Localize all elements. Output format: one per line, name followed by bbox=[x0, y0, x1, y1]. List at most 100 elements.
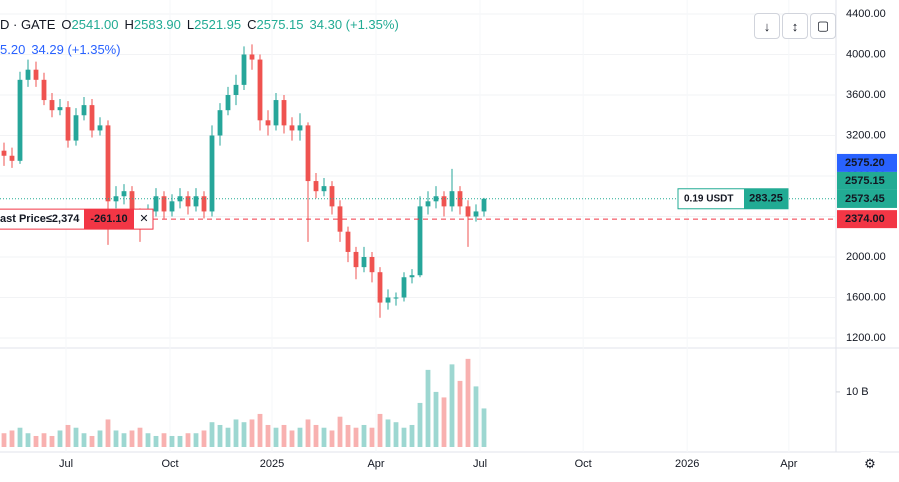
ohlc-label: L bbox=[186, 17, 195, 32]
volume-bar bbox=[105, 419, 111, 447]
candle-body bbox=[409, 275, 415, 278]
candle-body bbox=[273, 100, 279, 126]
price-tag bbox=[837, 171, 897, 190]
candle-body bbox=[345, 231, 351, 252]
x-tick-label: Apr bbox=[780, 458, 797, 470]
volume-bar bbox=[193, 433, 199, 447]
ohlc-label: O bbox=[61, 17, 72, 32]
volume-bar bbox=[113, 430, 119, 447]
volume-bar bbox=[153, 435, 159, 447]
y-tick-label: 2000.00 bbox=[846, 251, 886, 263]
candle-body bbox=[17, 79, 23, 161]
volume-bar bbox=[9, 430, 15, 447]
button[interactable]: ↕ bbox=[782, 13, 808, 39]
candle-body bbox=[81, 105, 87, 116]
alert-label: ast Price≤2,374 bbox=[0, 213, 80, 225]
ohlc-item: L2521.95 bbox=[187, 17, 241, 32]
candle-body bbox=[121, 191, 127, 197]
ohlc-label: H bbox=[124, 17, 134, 32]
x-tick-label: Jul bbox=[473, 458, 487, 470]
candle-body bbox=[305, 125, 311, 182]
candle-body bbox=[209, 135, 215, 212]
settings-button[interactable]: ⚙ bbox=[858, 452, 882, 476]
x-tick-label: Oct bbox=[575, 458, 592, 470]
candle-body bbox=[401, 277, 407, 298]
price-tag bbox=[837, 189, 897, 208]
volume-bar bbox=[433, 391, 439, 447]
volume-bar bbox=[473, 386, 479, 447]
candle-body bbox=[361, 257, 367, 268]
volume-bar bbox=[249, 419, 255, 447]
indicator-change: 34.29 (+1.35%) bbox=[31, 42, 121, 57]
volume-bar bbox=[137, 427, 143, 447]
volume-bar bbox=[217, 424, 223, 447]
candle-body bbox=[169, 201, 175, 212]
legend-line: D · GATE O2541.00 H2583.90 L2521.95 C2575.1… bbox=[0, 17, 399, 32]
volume-bar bbox=[73, 427, 79, 447]
ohlc-value: 2583.90 bbox=[133, 17, 181, 32]
candle-body bbox=[449, 191, 455, 207]
volume-bar bbox=[385, 419, 391, 447]
volume-bar bbox=[241, 422, 247, 447]
volume-bar bbox=[321, 427, 327, 447]
volume-bar bbox=[417, 402, 423, 447]
volume-bar bbox=[345, 424, 351, 447]
candle-body bbox=[161, 196, 167, 212]
candle-body bbox=[105, 125, 111, 202]
volume-bar bbox=[121, 433, 127, 447]
ohlc: O2541.00 H2583.90 L2521.95 C2575.15 bbox=[61, 17, 303, 32]
candle-body bbox=[257, 59, 263, 121]
candle-body bbox=[97, 125, 103, 131]
volume-bar bbox=[169, 435, 175, 447]
candle-body bbox=[313, 181, 319, 192]
y-tick-label: 4400.00 bbox=[846, 8, 886, 20]
ohlc-item: C2575.15 bbox=[247, 17, 303, 32]
volume-bar bbox=[337, 416, 343, 447]
volume-bar bbox=[49, 435, 55, 447]
volume-bar bbox=[65, 424, 71, 447]
button[interactable]: ↓ bbox=[754, 13, 780, 39]
candle-body bbox=[353, 251, 359, 268]
candle-body bbox=[417, 206, 423, 276]
candle-body bbox=[425, 201, 431, 207]
candle-body bbox=[65, 107, 71, 141]
y-tick-label: 3600.00 bbox=[846, 89, 886, 101]
candle-body bbox=[89, 105, 95, 131]
volume-bar bbox=[209, 422, 215, 447]
button[interactable]: ▢ bbox=[810, 13, 836, 39]
ohlc-item: O2541.00 bbox=[61, 17, 118, 32]
volume-bar bbox=[1, 433, 7, 447]
candle-body bbox=[1, 150, 7, 156]
candle-body bbox=[265, 120, 271, 126]
candle-body bbox=[329, 186, 335, 207]
candle-body bbox=[225, 95, 231, 111]
alert-close[interactable]: ✕ bbox=[139, 213, 148, 225]
x-tick-label: 2026 bbox=[675, 458, 699, 470]
candle-body bbox=[41, 79, 47, 101]
candle-body bbox=[481, 198, 487, 212]
symbol: D · GATE bbox=[0, 17, 56, 32]
volume-bar bbox=[97, 430, 103, 447]
volume-bar bbox=[449, 364, 455, 447]
y-tick-label: 1200.00 bbox=[846, 332, 886, 344]
ohlc-label: C bbox=[247, 17, 257, 32]
volume-tick-label: 10 B bbox=[846, 386, 869, 398]
price-tag bbox=[837, 153, 897, 172]
candle-body bbox=[393, 297, 399, 299]
candle-body bbox=[377, 272, 383, 303]
candle-body bbox=[217, 110, 223, 136]
candle-body bbox=[49, 100, 55, 111]
candle-body bbox=[249, 54, 255, 60]
volume-bar bbox=[409, 424, 415, 447]
volume-bar bbox=[225, 427, 231, 447]
x-tick-label: Apr bbox=[367, 458, 384, 470]
volume-bar bbox=[393, 422, 399, 447]
volume-bar bbox=[281, 424, 287, 447]
indicator-value: 5.20 bbox=[0, 42, 26, 57]
candle-body bbox=[337, 206, 343, 232]
candle-body bbox=[297, 125, 303, 131]
candle-body bbox=[465, 206, 471, 217]
candle-body bbox=[289, 125, 295, 131]
candle-body bbox=[185, 196, 191, 207]
